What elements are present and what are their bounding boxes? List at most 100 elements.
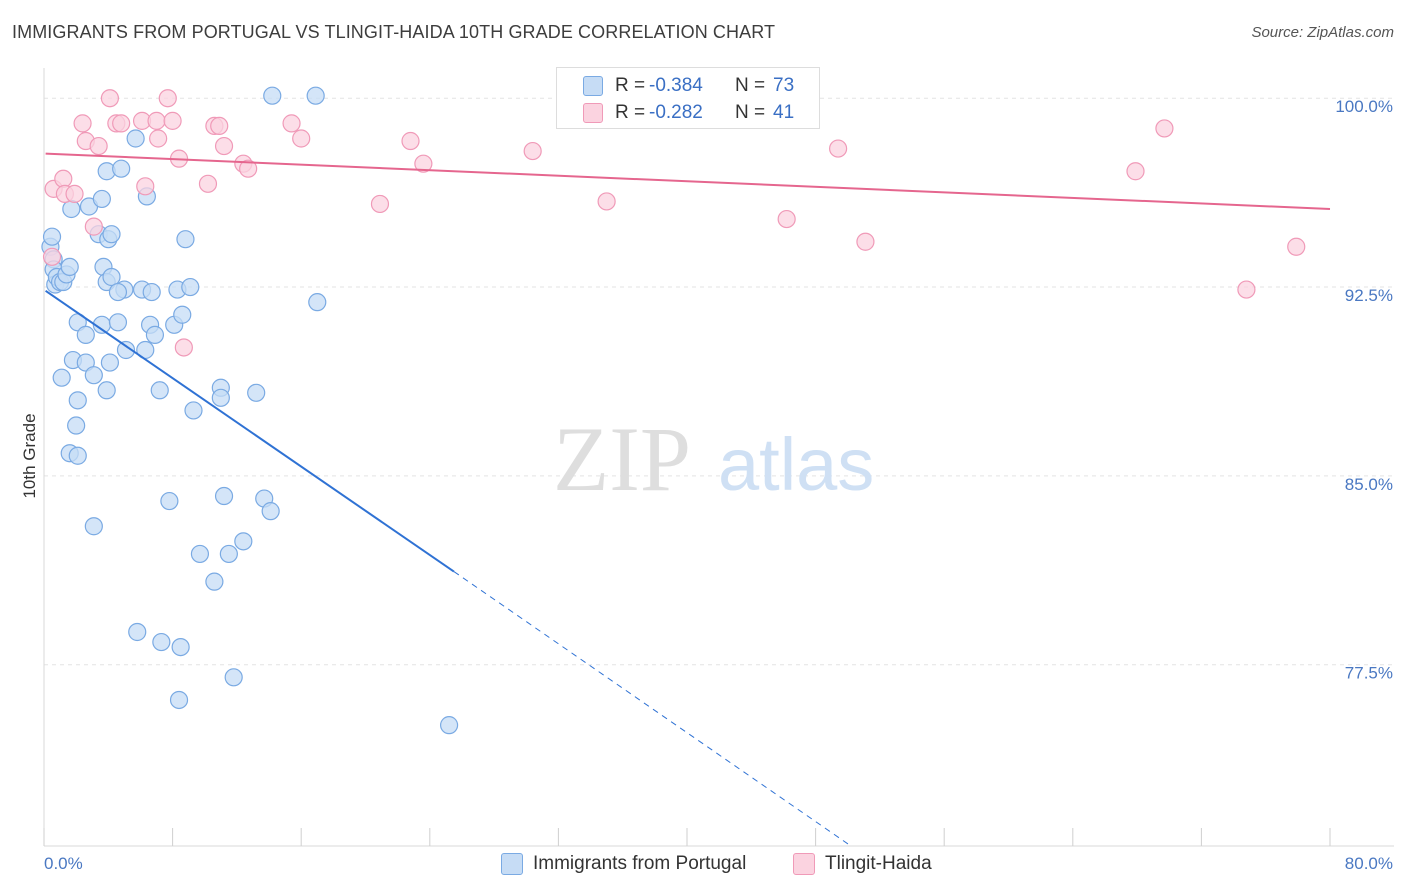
point-portugal — [263, 86, 282, 105]
point-tlingit-haida — [158, 89, 177, 108]
point-portugal — [68, 391, 87, 410]
point-portugal — [52, 368, 71, 387]
point-portugal — [102, 267, 121, 287]
bottom-legend-swatch-pink — [793, 853, 815, 875]
point-tlingit-haida — [214, 136, 234, 156]
point-tlingit-haida — [292, 129, 311, 148]
point-portugal — [261, 502, 280, 521]
legend-r-value: -0.384 — [649, 75, 703, 96]
point-portugal — [92, 189, 111, 209]
watermark-atlas: atlas — [718, 423, 874, 506]
point-tlingit-haida — [370, 194, 390, 214]
point-portugal — [126, 129, 145, 148]
point-portugal — [108, 313, 128, 332]
y-tick-label: 77.5% — [1345, 664, 1393, 683]
point-portugal — [84, 366, 103, 385]
watermark: ZIP atlas — [553, 408, 874, 510]
legend-n-value: 41 — [773, 102, 795, 123]
point-tlingit-haida — [1237, 280, 1256, 299]
point-tlingit-haida — [163, 111, 182, 130]
bottom-legend-swatch-blue — [501, 853, 523, 875]
point-portugal — [76, 325, 95, 344]
point-portugal — [84, 517, 103, 536]
x-tick-label: 0.0% — [44, 854, 83, 873]
point-portugal — [306, 86, 325, 105]
point-tlingit-haida — [523, 141, 542, 161]
trend-line-portugal — [45, 290, 455, 573]
point-portugal — [176, 230, 195, 249]
point-tlingit-haida — [174, 338, 193, 357]
point-portugal — [62, 199, 81, 219]
point-tlingit-haida — [856, 232, 875, 251]
point-portugal — [67, 416, 86, 435]
point-tlingit-haida — [210, 116, 229, 136]
point-portugal — [112, 159, 131, 178]
legend-r-label: R = — [615, 75, 646, 96]
chart-title: IMMIGRANTS FROM PORTUGAL VS TLINGIT-HAID… — [12, 22, 776, 42]
point-portugal — [184, 401, 203, 420]
point-tlingit-haida — [401, 131, 420, 151]
point-tlingit-haida — [65, 184, 84, 203]
point-tlingit-haida — [282, 114, 301, 133]
point-portugal — [152, 632, 171, 652]
y-tick-label: 92.5% — [1345, 286, 1393, 305]
point-portugal — [181, 277, 200, 297]
point-portugal — [171, 637, 190, 657]
point-portugal — [234, 532, 253, 551]
y-axis-label: 10th Grade — [20, 413, 39, 498]
point-tlingit-haida — [84, 217, 103, 236]
y-tick-labels: 77.5% 85.0% 92.5% 100.0% — [1335, 97, 1393, 683]
point-tlingit-haida — [89, 136, 108, 156]
legend-swatch-blue — [583, 76, 603, 96]
legend-n-label: N = — [735, 102, 766, 123]
point-portugal — [247, 383, 266, 402]
legend-r-label: R = — [615, 102, 646, 123]
point-tlingit-haida — [149, 129, 168, 148]
point-tlingit-haida — [42, 247, 62, 266]
point-tlingit-haida — [100, 89, 120, 108]
point-tlingit-haida — [777, 209, 796, 229]
point-portugal — [116, 340, 136, 360]
axes — [43, 68, 1394, 847]
stats-legend: R = -0.384 N = 73 R = -0.282 N = 41 — [556, 67, 820, 129]
legend-n-value: 73 — [773, 75, 795, 96]
source-credit: Source: ZipAtlas.com — [1251, 24, 1394, 41]
watermark-zip: ZIP — [553, 408, 691, 510]
bottom-legend-label: Immigrants from Portugal — [533, 853, 747, 874]
point-portugal — [173, 305, 192, 324]
point-portugal — [128, 622, 147, 642]
series-immigrants-from-portugal — [41, 86, 459, 735]
point-portugal — [42, 227, 62, 246]
point-tlingit-haida — [1126, 162, 1145, 181]
legend-row-portugal: R = -0.384 N = 73 — [557, 73, 819, 99]
point-portugal — [108, 282, 128, 302]
legend-r-value: -0.282 — [649, 102, 703, 123]
point-tlingit-haida — [597, 192, 616, 211]
point-portugal — [97, 381, 116, 400]
point-portugal — [60, 257, 79, 277]
trend-line-tlingit-haida — [45, 152, 1331, 210]
point-portugal — [214, 486, 234, 506]
point-tlingit-haida — [112, 114, 131, 133]
trend-line-portugal-extension — [453, 571, 852, 847]
legend-swatch-pink — [583, 103, 603, 123]
point-portugal — [205, 572, 224, 591]
legend-n-label: N = — [735, 75, 766, 96]
x-tick-label: 80.0% — [1345, 854, 1393, 873]
point-portugal — [145, 325, 165, 344]
series-tlingit-haida — [42, 89, 1306, 357]
y-tick-label: 100.0% — [1335, 97, 1393, 116]
point-tlingit-haida — [414, 154, 433, 173]
point-tlingit-haida — [147, 111, 166, 130]
point-tlingit-haida — [1155, 119, 1174, 138]
point-tlingit-haida — [198, 174, 218, 193]
point-portugal — [439, 716, 459, 735]
point-tlingit-haida — [1287, 237, 1306, 256]
point-portugal — [142, 282, 161, 302]
point-portugal — [150, 381, 169, 400]
point-portugal — [308, 293, 327, 312]
point-tlingit-haida — [136, 177, 155, 196]
point-portugal — [100, 353, 120, 372]
point-tlingit-haida — [829, 139, 848, 158]
